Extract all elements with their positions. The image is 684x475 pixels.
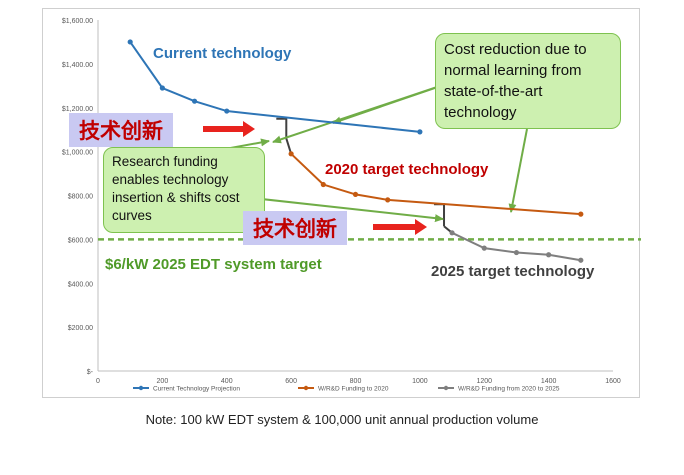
- y-tick-label: $1,600.00: [62, 18, 93, 25]
- y-tick-label: $800.00: [68, 194, 93, 201]
- data-point: [546, 252, 552, 258]
- target-2025-label: 2025 target technology: [431, 263, 595, 280]
- data-point: [385, 197, 391, 203]
- x-tick-label: 1200: [476, 378, 492, 385]
- y-tick-label: $600.00: [68, 237, 93, 244]
- data-point: [578, 211, 584, 217]
- learning-pointer: [508, 128, 528, 213]
- legend-label: W/R&D Funding to 2020: [318, 386, 389, 393]
- data-point: [513, 249, 520, 256]
- x-tick-label: 400: [221, 378, 233, 385]
- data-point: [127, 39, 133, 45]
- x-tick-label: 200: [157, 378, 169, 385]
- x-tick-label: 600: [285, 378, 297, 385]
- x-tick-label: 1600: [605, 378, 621, 385]
- cost-chart: $- $200.00 $400.00 $600.00 $800.00 $1,000.00 $…: [62, 18, 641, 393]
- x-tick-label: 1000: [412, 378, 428, 385]
- legend-label: W/R&D Funding from 2020 to 2025: [458, 386, 560, 393]
- y-tick-label: $400.00: [68, 281, 93, 288]
- y-tick-label: $1,200.00: [62, 106, 93, 113]
- data-point: [320, 181, 326, 188]
- funding-callout: Research funding enables technology inse…: [103, 147, 265, 233]
- edt-target-label: $6/kW 2025 EDT system target: [105, 256, 322, 273]
- innovation-label-2: 技术创新: [243, 211, 347, 245]
- data-point: [159, 85, 165, 91]
- chart-frame: $- $200.00 $400.00 $600.00 $800.00 $1,000.00 $…: [42, 8, 641, 398]
- innovation-arrow-head: [243, 121, 255, 137]
- learning-pointer: [272, 78, 462, 144]
- y-tick-label: $1,000.00: [62, 150, 93, 157]
- target-2020-label: 2020 target technology: [325, 161, 489, 178]
- data-point: [449, 230, 455, 236]
- legend-label: Current Technology Projection: [153, 386, 240, 393]
- y-tick-label: $-: [87, 369, 94, 376]
- x-tick-label: 1400: [541, 378, 557, 385]
- shift-bracket: [434, 203, 446, 227]
- legend-marker: [303, 385, 309, 391]
- legend-marker: [443, 385, 449, 391]
- current-technology-label: Current technology: [153, 45, 292, 62]
- x-tick-label: 0: [96, 378, 100, 385]
- innovation-label-1: 技术创新: [69, 113, 173, 147]
- y-tick-label: $1,400.00: [62, 62, 93, 69]
- legend-marker: [138, 385, 144, 391]
- data-point: [578, 257, 584, 263]
- series-line-3: [451, 231, 581, 262]
- learning-callout: Cost reduction due to normal learning fr…: [435, 33, 621, 129]
- shift-bracket: [276, 117, 288, 139]
- chart-note: Note: 100 kW EDT system & 100,000 unit a…: [145, 412, 539, 427]
- data-point: [352, 191, 359, 198]
- innovation-arrow-head: [415, 219, 427, 235]
- data-point: [191, 98, 198, 104]
- data-point: [224, 108, 230, 114]
- data-point: [481, 245, 487, 251]
- data-point: [288, 151, 294, 157]
- y-tick-label: $200.00: [68, 325, 93, 332]
- data-point: [417, 129, 423, 135]
- x-tick-label: 800: [350, 378, 362, 385]
- shift-bracket-tail: [285, 138, 293, 155]
